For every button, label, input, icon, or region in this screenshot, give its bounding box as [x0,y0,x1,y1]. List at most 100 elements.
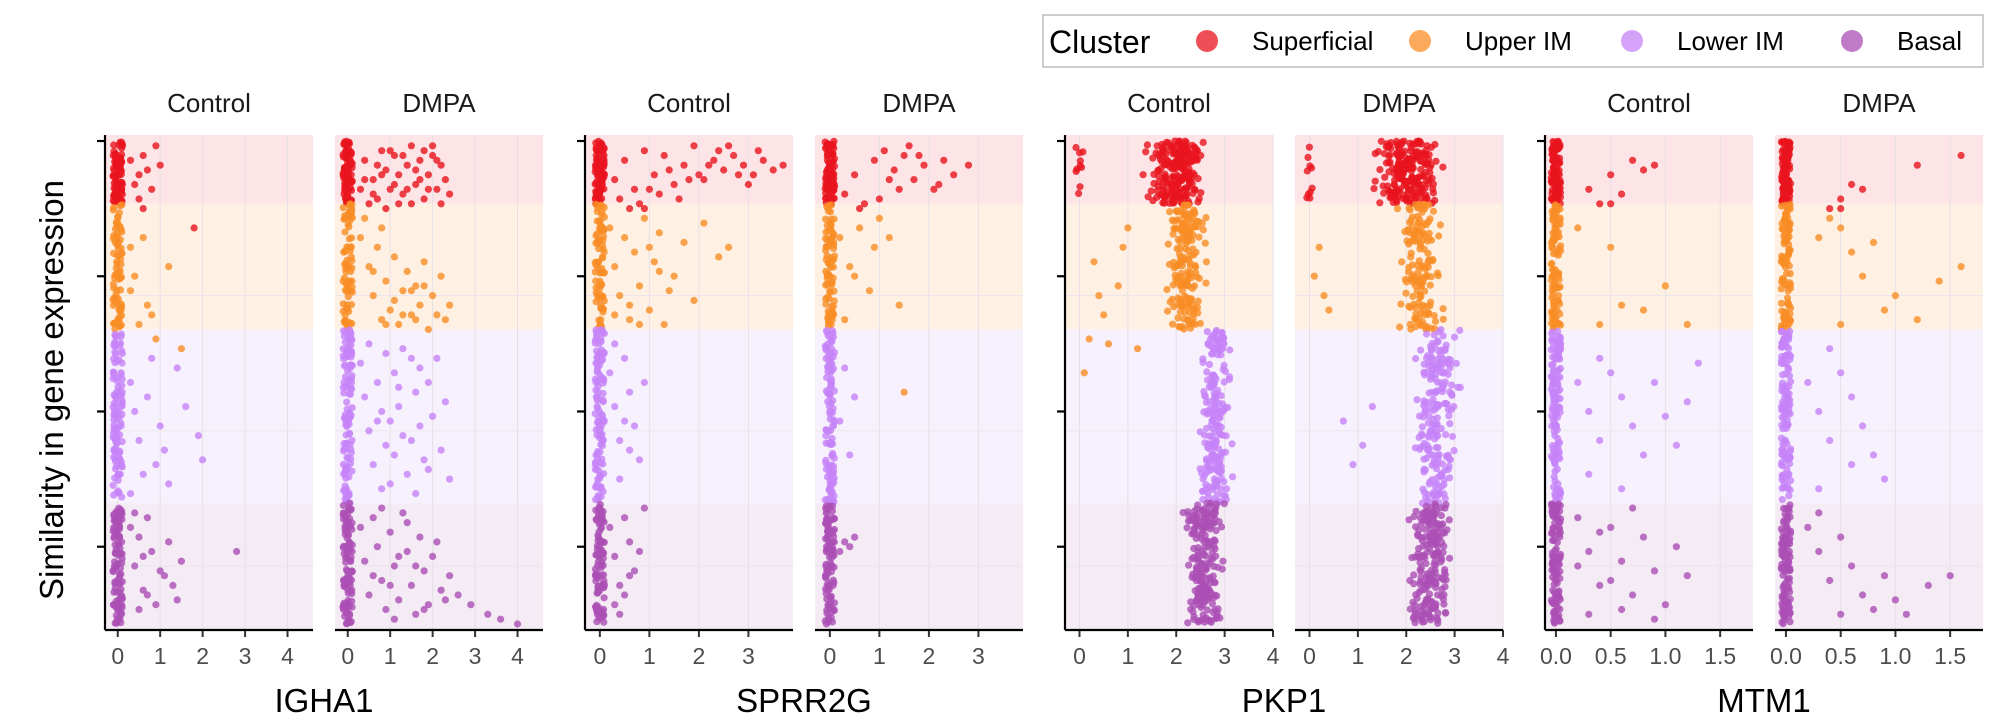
data-points [109,137,1965,628]
data-point [1208,417,1216,425]
data-point [1210,334,1218,342]
data-point [592,239,600,247]
gene-label: IGHA1 [274,682,373,719]
data-point [1913,161,1921,169]
data-point [1196,428,1204,436]
data-point [1435,347,1443,355]
data-point [596,178,604,186]
data-point [233,547,241,556]
data-point [1782,474,1790,482]
data-point [1554,604,1562,612]
data-point [830,310,838,318]
data-point [118,311,126,320]
data-point [1432,465,1440,473]
data-point [1428,577,1436,586]
data-point [1585,470,1593,478]
data-point [1607,523,1615,532]
data-point [112,264,120,272]
x-tick-label: 0.5 [1595,643,1627,669]
data-point [830,297,838,305]
data-point [1551,308,1559,317]
data-point [433,354,441,362]
data-point [626,538,634,546]
data-point [611,403,619,411]
data-point [346,184,355,192]
data-point [595,414,603,422]
data-point [135,195,143,203]
data-point [1163,138,1171,146]
data-point [346,157,354,165]
data-point [131,180,139,189]
data-point [1557,247,1565,255]
data-point [126,243,135,251]
data-point [870,156,879,164]
data-point [705,161,713,169]
facet-label: DMPA [402,88,476,118]
data-point [1208,372,1216,380]
data-point [1549,216,1557,224]
data-point [117,300,125,308]
data-point [437,272,445,280]
data-point [635,200,644,208]
data-point [655,267,663,275]
data-point [1785,141,1793,149]
data-point [1203,565,1211,573]
data-point [1195,233,1203,241]
data-point [1153,142,1161,150]
data-point [1359,441,1367,449]
data-point [126,523,135,532]
data-point [595,217,604,225]
data-point [1551,226,1560,234]
data-point [1432,157,1440,165]
data-point [160,572,168,580]
data-point [117,321,125,329]
data-point [1848,180,1856,189]
data-point [339,501,347,510]
data-point [1450,403,1458,411]
data-point [826,180,834,188]
data-point [437,161,445,169]
data-point [1208,382,1216,390]
data-point [416,422,424,430]
data-point [112,465,120,473]
data-point [1432,583,1440,592]
data-point [827,561,836,569]
data-point [1409,614,1417,622]
data-point [1202,614,1210,622]
data-point [900,388,908,396]
data-point [356,185,365,193]
data-point [1550,210,1558,218]
data-point [412,316,420,324]
x-tick-label: 1 [384,643,397,669]
data-point [1432,501,1440,510]
data-point [1144,193,1152,201]
data-point [1194,521,1202,530]
data-point [630,185,639,193]
data-point [1406,206,1414,214]
data-point [1553,195,1561,203]
data-point [594,404,602,412]
data-point [173,364,181,372]
data-point [1403,237,1411,245]
data-point [343,423,351,431]
data-point [1417,346,1425,354]
data-point [1880,572,1889,580]
data-point [611,263,619,271]
data-point [347,203,355,212]
data-point [1549,379,1557,388]
data-point [177,345,185,353]
data-point [117,305,125,313]
data-point [655,229,663,237]
data-point [1661,601,1669,609]
data-point [1187,210,1195,218]
data-point [1402,160,1411,168]
data-point [373,243,381,251]
data-point [1189,189,1197,197]
data-point [606,523,614,532]
data-point [592,451,600,459]
data-point [1175,147,1183,155]
data-point [823,473,832,481]
data-point [1639,451,1648,459]
data-point [1784,287,1792,295]
data-point [1618,485,1626,493]
